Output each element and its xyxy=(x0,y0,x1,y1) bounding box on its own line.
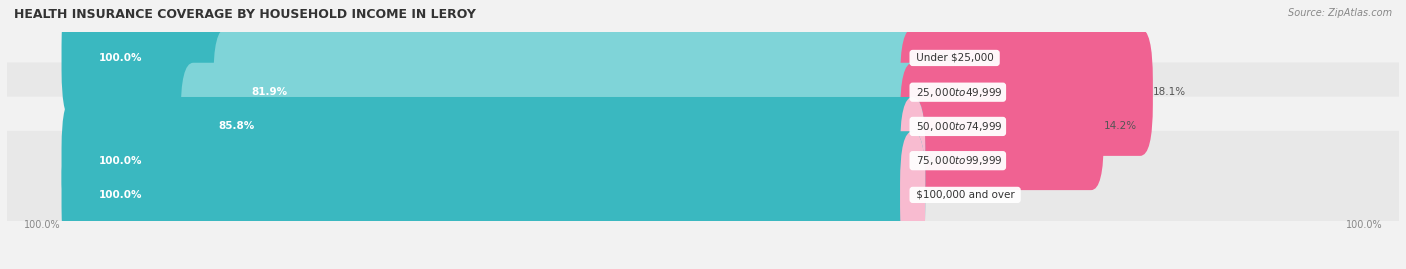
Text: 0.0%: 0.0% xyxy=(925,156,952,166)
FancyBboxPatch shape xyxy=(0,131,1406,259)
Text: 0.0%: 0.0% xyxy=(925,190,952,200)
FancyBboxPatch shape xyxy=(0,28,1406,156)
Text: 81.9%: 81.9% xyxy=(252,87,287,97)
FancyBboxPatch shape xyxy=(900,0,925,122)
FancyBboxPatch shape xyxy=(62,131,925,259)
Text: $100,000 and over: $100,000 and over xyxy=(912,190,1018,200)
Text: 14.2%: 14.2% xyxy=(1104,121,1137,132)
FancyBboxPatch shape xyxy=(900,97,925,224)
FancyBboxPatch shape xyxy=(0,0,1406,122)
Text: 18.1%: 18.1% xyxy=(1153,87,1187,97)
FancyBboxPatch shape xyxy=(900,63,1104,190)
FancyBboxPatch shape xyxy=(62,0,925,122)
Text: 100.0%: 100.0% xyxy=(1346,220,1382,229)
Text: Source: ZipAtlas.com: Source: ZipAtlas.com xyxy=(1288,8,1392,18)
FancyBboxPatch shape xyxy=(62,97,925,224)
Text: 100.0%: 100.0% xyxy=(24,220,60,229)
Text: 0.0%: 0.0% xyxy=(925,53,952,63)
FancyBboxPatch shape xyxy=(0,97,1406,225)
Text: HEALTH INSURANCE COVERAGE BY HOUSEHOLD INCOME IN LEROY: HEALTH INSURANCE COVERAGE BY HOUSEHOLD I… xyxy=(14,8,477,21)
Text: $75,000 to $99,999: $75,000 to $99,999 xyxy=(912,154,1002,167)
Text: 100.0%: 100.0% xyxy=(100,190,143,200)
Text: Under $25,000: Under $25,000 xyxy=(912,53,997,63)
Text: 100.0%: 100.0% xyxy=(100,156,143,166)
FancyBboxPatch shape xyxy=(0,62,1406,190)
Text: 100.0%: 100.0% xyxy=(100,53,143,63)
FancyBboxPatch shape xyxy=(900,29,1153,156)
FancyBboxPatch shape xyxy=(900,131,925,259)
Text: $50,000 to $74,999: $50,000 to $74,999 xyxy=(912,120,1002,133)
FancyBboxPatch shape xyxy=(214,29,925,156)
Text: $25,000 to $49,999: $25,000 to $49,999 xyxy=(912,86,1002,99)
FancyBboxPatch shape xyxy=(180,63,925,190)
Text: 85.8%: 85.8% xyxy=(218,121,254,132)
